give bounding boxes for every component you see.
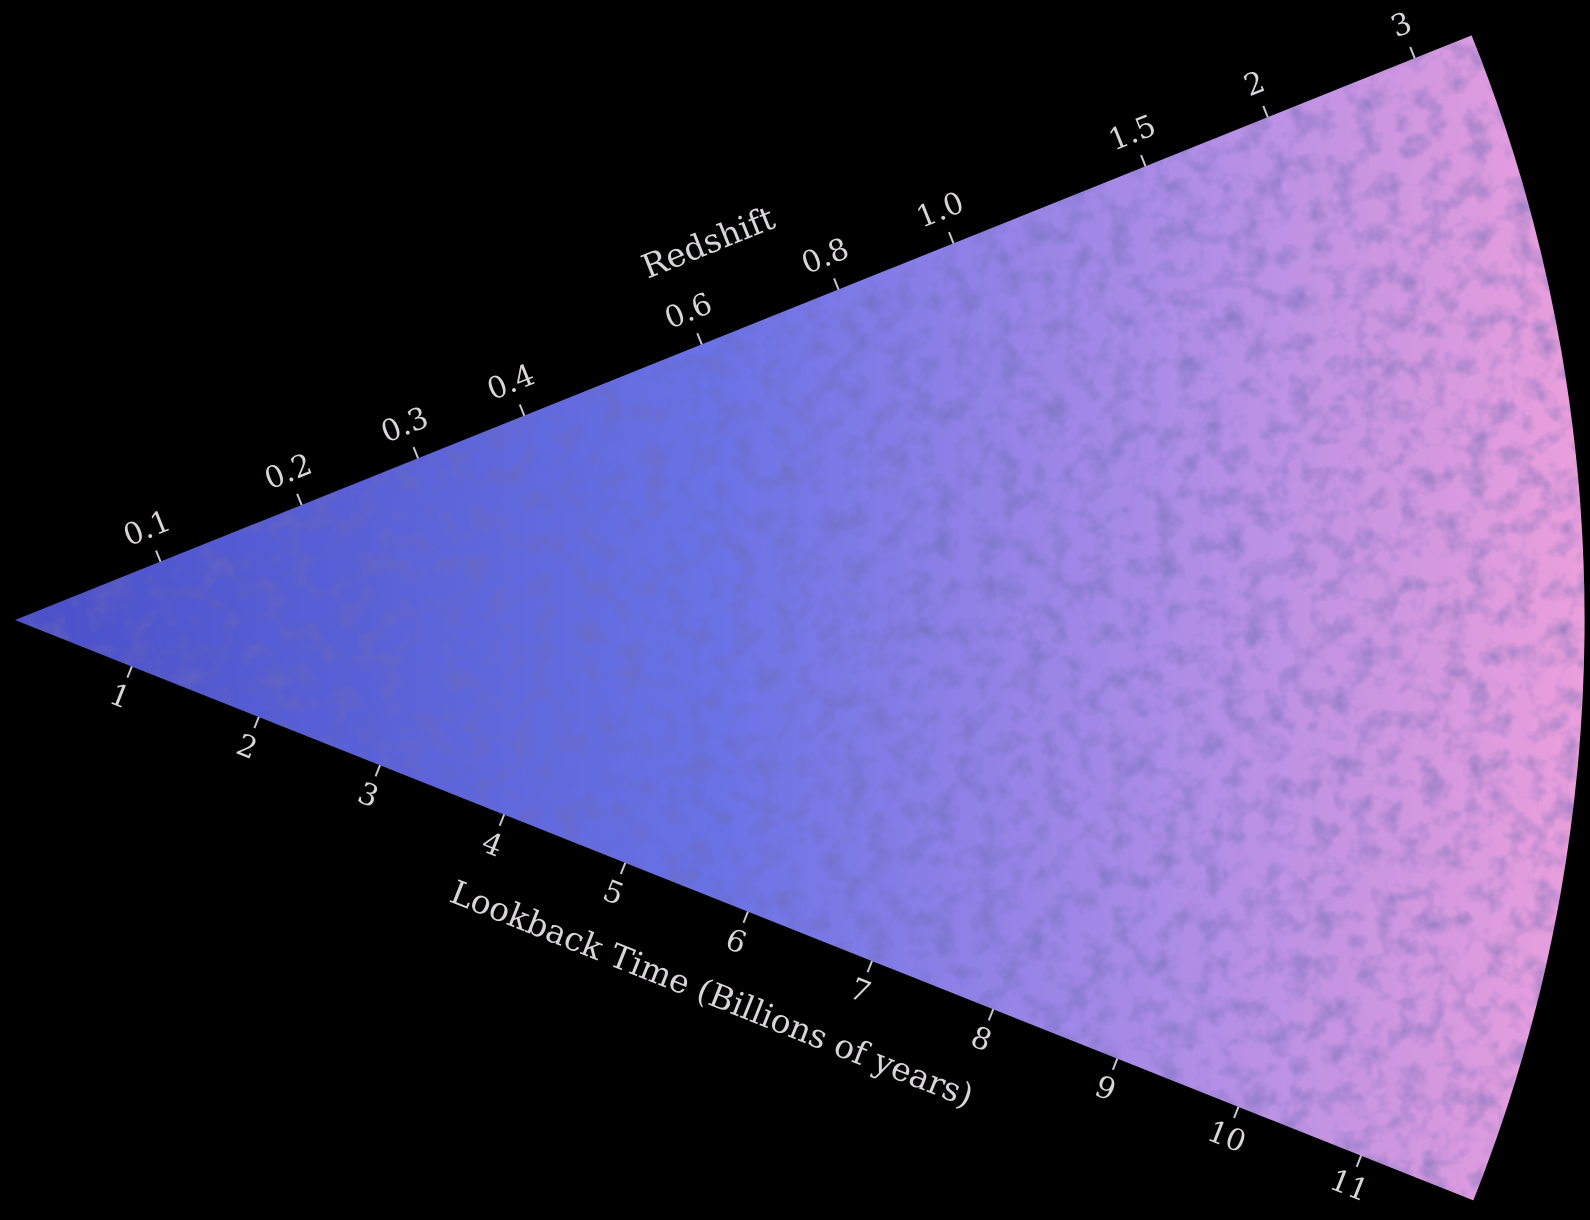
tick-mark xyxy=(949,232,953,243)
tick-label: 6 xyxy=(721,922,752,962)
tick-label: 0.6 xyxy=(660,286,717,336)
tick-label: 11 xyxy=(1325,1163,1373,1210)
tick-mark xyxy=(1234,1107,1238,1118)
tick-mark xyxy=(156,550,160,561)
tick-label: 10 xyxy=(1202,1114,1250,1161)
tick-mark xyxy=(989,1009,993,1020)
redshift-title: Redshift xyxy=(636,198,780,286)
tick-label: 2 xyxy=(1239,64,1270,104)
tick-mark xyxy=(868,961,872,972)
tick-label: 1 xyxy=(104,677,135,717)
tick-mark xyxy=(127,666,131,677)
tick-label: 5 xyxy=(598,873,629,913)
figure: Redshift Lookback Time (Billions of year… xyxy=(0,0,1590,1220)
tick-label: 2 xyxy=(231,727,262,767)
tick-mark xyxy=(1263,106,1267,117)
tick-mark xyxy=(376,765,380,776)
tick-mark xyxy=(743,912,747,923)
tick-label: 9 xyxy=(1090,1069,1121,1109)
tick-label: 4 xyxy=(477,825,508,865)
tick-mark xyxy=(697,333,701,344)
tick-mark xyxy=(1113,1059,1117,1070)
tick-label: 0.2 xyxy=(260,447,317,497)
tick-label: 1.5 xyxy=(1104,108,1161,158)
tick-label: 7 xyxy=(845,971,876,1011)
tick-mark xyxy=(297,494,301,505)
tick-mark xyxy=(1410,47,1414,58)
tick-mark xyxy=(414,447,418,458)
tick-mark xyxy=(1357,1156,1361,1167)
tick-label: 1.0 xyxy=(912,185,969,235)
tick-mark xyxy=(834,278,838,289)
tick-label: 0.1 xyxy=(119,504,176,554)
tick-label: 8 xyxy=(966,1020,997,1060)
tick-mark xyxy=(500,815,504,826)
tick-label: 3 xyxy=(1386,5,1417,45)
tick-mark xyxy=(621,863,625,874)
tick-label: 0.8 xyxy=(797,231,854,281)
tick-label: 3 xyxy=(353,776,384,816)
tick-mark xyxy=(1141,155,1145,166)
tick-label: 0.3 xyxy=(376,400,433,450)
tick-label: 0.4 xyxy=(482,358,539,408)
tick-mark xyxy=(254,717,258,728)
tick-mark xyxy=(520,404,524,415)
